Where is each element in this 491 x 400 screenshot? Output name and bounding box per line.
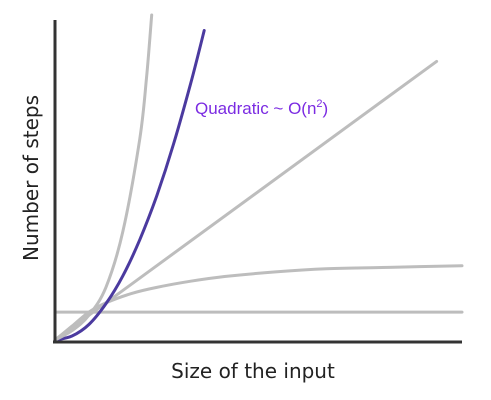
x-axis-title: Size of the input: [171, 359, 335, 383]
series-line-exponential: [53, 13, 154, 342]
series-line-logarithmic: [53, 264, 464, 342]
annotation-main: Quadratic ~ O(n: [195, 99, 316, 118]
annotation-label: Quadratic ~ O(n2): [195, 98, 328, 118]
series-layer: [53, 13, 464, 342]
series-line-linear: [53, 59, 439, 342]
series-line-quadratic: [53, 29, 206, 342]
y-axis-title: Number of steps: [19, 95, 43, 261]
annotation-close: ): [323, 99, 329, 118]
annotation-superscript: 2: [316, 98, 322, 110]
